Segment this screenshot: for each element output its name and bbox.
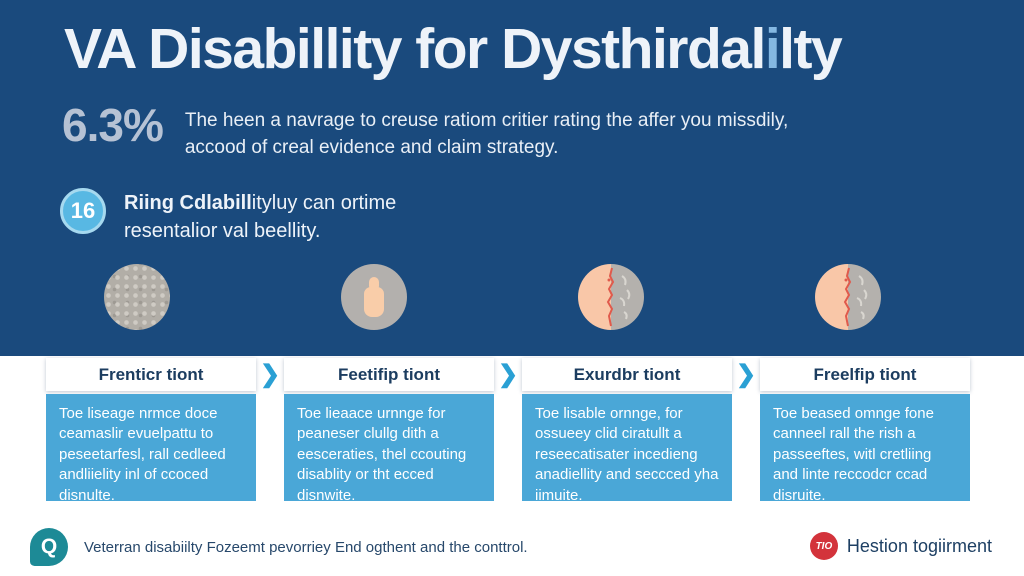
page-title-part2: lty	[779, 17, 843, 81]
face-profile-line	[843, 267, 868, 327]
step3-header: Exurdbr tiont	[522, 358, 732, 391]
numbered-note-text: Riing Cdlabillityluy can ortime resental…	[124, 190, 396, 245]
numbered-note-bold: Riing Cdlabill	[124, 192, 252, 214]
step2-header: Feetifip tiont	[284, 358, 494, 391]
chevron-right-icon: ❯	[497, 361, 519, 388]
number-badge: 16	[60, 188, 106, 234]
step2-icon-wrap	[341, 264, 407, 330]
numbered-note-rest: ityluy can ortime	[251, 192, 397, 214]
footer-attribution-text: Veterran disabiilty Fozeemt pevorriey En…	[84, 538, 528, 556]
step3-icon-wrap	[578, 264, 644, 330]
step4-icon-wrap	[815, 264, 881, 330]
step1-body: Toe liseage nrmce doce ceamaslir evuelpa…	[46, 394, 256, 501]
step3-body: Toe lisable ornnge, for ossueey clid cir…	[522, 394, 732, 501]
brand-logo-icon: TIO	[809, 532, 838, 560]
step4-body: Toe beased omnge fone canneel rall the r…	[760, 394, 970, 501]
numbered-note-row: 16 Riing Cdlabillityluy can ortime resen…	[60, 188, 396, 245]
face-profile-icon	[578, 264, 644, 330]
page-title-part1: VA Disabillity for Dysthirdal	[64, 17, 766, 81]
face-profile-icon	[815, 264, 881, 330]
statistic-description-line1: The heen a navrage to creuse ratiom crit…	[184, 110, 789, 131]
step1-header: Frenticr tiont	[46, 358, 256, 391]
q-speech-bubble-icon: Q	[30, 528, 68, 566]
footer-attribution: Q Veterran disabiilty Fozeemt pevorriey …	[30, 528, 528, 566]
brand-name: Hestion togiirment	[846, 535, 992, 556]
statistic-value: 6.3%	[62, 99, 164, 151]
bottle-icon	[341, 264, 407, 330]
statistic-description: The heen a navrage to creuse ratiom crit…	[185, 108, 788, 162]
numbered-note-line1: Riing Cdlabillityluy can ortime	[124, 190, 396, 218]
statistic-row: 6.3% The heen a navrage to creuse ratiom…	[62, 100, 788, 162]
speckled-sphere-icon	[104, 264, 170, 330]
numbered-note-line2: resentalior val beellity.	[124, 219, 321, 242]
step2-body: Toe lieaace urnnge for peaneser clullg d…	[284, 394, 494, 501]
bottle-shape	[364, 277, 384, 317]
footer-brand: TIO Hestion togiirment	[809, 532, 992, 560]
statistic-description-line2: accood of creal evidence and claim strat…	[184, 136, 559, 158]
chevron-right-icon: ❯	[735, 361, 757, 388]
chevron-right-icon: ❯	[259, 361, 281, 388]
page-title: VA Disabillity for Dysthirdalilty	[64, 16, 994, 82]
step1-icon-wrap	[104, 264, 170, 330]
face-profile-line	[606, 267, 631, 327]
page-title-accent-letter: i	[764, 17, 781, 81]
step4-header: Freelfip tiont	[760, 358, 970, 391]
